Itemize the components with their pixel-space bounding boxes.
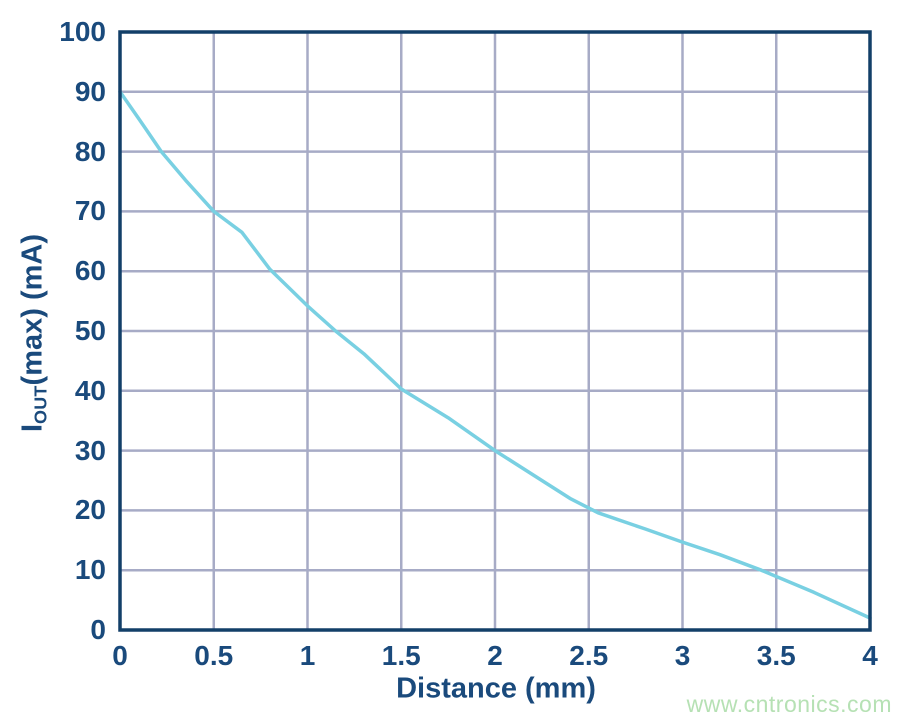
y-axis-title: IOUT(max) (mA) (16, 234, 51, 432)
y-tick-label: 20 (74, 494, 106, 526)
grid-lines (120, 32, 870, 630)
watermark-text: www.cntronics.com (686, 691, 892, 717)
y-tick-label: 100 (59, 16, 106, 47)
x-tick-label: 1 (299, 640, 316, 671)
x-axis-title: Distance (mm) (396, 672, 596, 705)
y-tick-label: 10 (74, 554, 106, 586)
y-axis-title-suffix: (max) (mA) (16, 233, 49, 386)
x-tick-label: 0.5 (194, 640, 234, 671)
x-tick-label: 3.5 (756, 640, 796, 671)
x-tick-label: 0 (112, 640, 128, 671)
y-axis-title-subscript: OUT (30, 385, 51, 424)
y-tick-label: 90 (74, 75, 106, 107)
plot-border (118, 30, 872, 632)
y-tick-label: 30 (74, 434, 106, 466)
y-axis-title-base: I (16, 423, 49, 433)
x-tick-label: 2 (487, 640, 503, 671)
x-tick-label: 3 (674, 640, 691, 671)
x-tick-label: 1.5 (381, 640, 421, 671)
y-tick-label: 40 (74, 374, 106, 406)
data-line-iout (118, 90, 872, 620)
y-tick-label: 70 (74, 195, 106, 227)
y-tick-label: 50 (74, 315, 106, 346)
y-tick-label: 0 (90, 614, 106, 645)
y-tick-label: 80 (74, 135, 106, 167)
x-tick-label: 4 (862, 640, 878, 671)
x-tick-label: 2.5 (569, 640, 609, 671)
y-tick-label: 60 (74, 255, 106, 287)
